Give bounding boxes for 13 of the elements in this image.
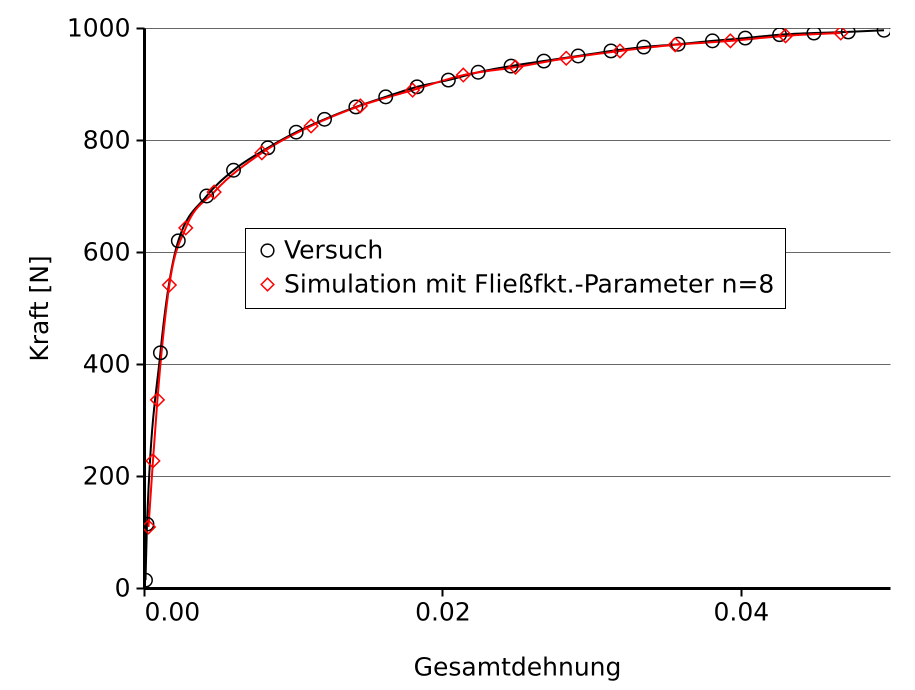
x-tick-label: 0.04: [713, 598, 770, 626]
y-tick-label: 0: [114, 574, 130, 602]
x-tick-label: 0.00: [144, 598, 200, 626]
legend-label: Simulation mit Fließfkt.-Parameter n=8: [284, 270, 774, 298]
y-tick-label: 800: [82, 126, 130, 154]
legend-label: Versuch: [284, 236, 384, 264]
y-tick-label: 200: [82, 462, 130, 490]
y-axis-title: Kraft [N]: [24, 255, 54, 362]
y-tick-label: 1000: [66, 14, 130, 42]
y-tick-label: 600: [82, 238, 130, 266]
x-tick-label: 0.02: [415, 598, 471, 626]
x-axis-title: Gesamtdehnung: [414, 652, 622, 682]
y-tick-label: 400: [82, 350, 130, 378]
